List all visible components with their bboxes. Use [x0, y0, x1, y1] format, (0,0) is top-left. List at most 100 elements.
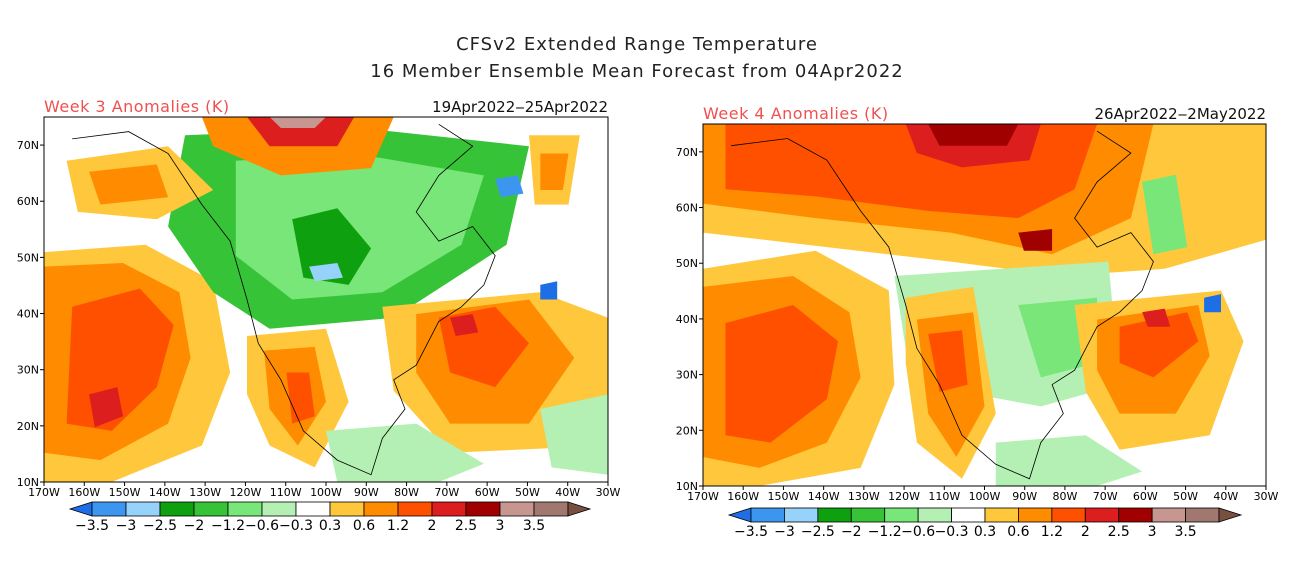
- lat-tick-label: 40N: [17, 308, 39, 321]
- colorbar-label: 2: [1081, 524, 1090, 540]
- anomaly-contour: [292, 208, 372, 285]
- colorbar-label: 3: [496, 518, 505, 534]
- colorbar-label: 2.5: [1108, 524, 1130, 540]
- panel-title: Week 4 Anomalies (K): [703, 104, 889, 123]
- latitude-ticks: 10N 20N 30N 40N 50N 60N 70N: [17, 139, 44, 489]
- colorbar-label: −3.5: [734, 524, 768, 540]
- colorbar-segment: [431, 501, 467, 517]
- colorbar-label: −3.5: [75, 518, 109, 534]
- colorbar-label: −0.6: [245, 518, 279, 534]
- colorbar-label: 1.2: [1041, 524, 1063, 540]
- panel-date-range: 26Apr2022‒2May2022: [1095, 105, 1266, 123]
- anomaly-contour: [309, 263, 343, 282]
- panel-date-range: 19Apr2022‒25Apr2022: [432, 98, 608, 116]
- anomaly-contour: [928, 124, 1019, 146]
- anomaly-contour: [1018, 229, 1053, 251]
- lon-tick-label: 120W: [229, 486, 261, 499]
- colorbar-segment: [397, 501, 433, 517]
- colorbar-segment: [499, 501, 535, 517]
- colorbar-label: 0.6: [353, 518, 375, 534]
- anomaly-contour: [269, 117, 326, 128]
- colorbar-segment: [1151, 507, 1186, 523]
- lat-tick-label: 70N: [17, 139, 39, 152]
- colorbar-max-arrow: [567, 501, 592, 517]
- panel-week4: Week 4 Anomalies (K) 26Apr2022‒2May2022 …: [676, 104, 1279, 540]
- lon-tick-label: 30W: [1254, 490, 1279, 503]
- lon-tick-label: 90W: [1012, 490, 1037, 503]
- colorbar-segment: [917, 507, 952, 523]
- colorbar-label: −2: [184, 518, 205, 534]
- lat-tick-label: 60N: [676, 202, 698, 215]
- panel-title: Week 3 Anomalies (K): [44, 97, 230, 116]
- lat-tick-label: 30N: [676, 369, 698, 382]
- lon-tick-label: 110W: [928, 490, 960, 503]
- colorbar-segment: [465, 501, 501, 517]
- colorbar-segment: [1118, 507, 1153, 523]
- colorbar-segment: [295, 501, 331, 517]
- colorbar-segment: [1018, 507, 1053, 523]
- lon-tick-label: 80W: [1052, 490, 1077, 503]
- colorbar-max-arrow: [1218, 507, 1243, 523]
- colorbar-label: −1.2: [868, 524, 902, 540]
- lon-tick-label: 50W: [515, 486, 540, 499]
- colorbar-segment: [784, 507, 819, 523]
- lon-tick-label: 130W: [189, 486, 221, 499]
- colorbar-label: −2: [841, 524, 862, 540]
- coastline: [72, 123, 496, 476]
- colorbar-segment: [125, 501, 161, 517]
- lat-tick-label: 30N: [17, 364, 39, 377]
- anomaly-contour: [326, 423, 484, 482]
- colorbar-segment: [1084, 507, 1120, 523]
- anomaly-contour: [247, 117, 355, 147]
- lon-tick-label: 100W: [969, 490, 1001, 503]
- colorbar-segment: [159, 501, 195, 517]
- anomaly-contour: [1175, 138, 1255, 204]
- colorbar-segment: [951, 507, 986, 523]
- lon-tick-label: 170W: [687, 490, 719, 503]
- anomaly-contour: [1204, 294, 1221, 313]
- anomaly-contour: [540, 281, 558, 300]
- colorbar-segment: [750, 507, 785, 523]
- colorbar-segment: [193, 501, 229, 517]
- colorbar-segment: [227, 501, 263, 517]
- colorbar-label: 1.2: [387, 518, 409, 534]
- lon-tick-label: 70W: [434, 486, 459, 499]
- colorbar-segment: [1051, 507, 1086, 523]
- lon-tick-label: 50W: [1173, 490, 1198, 503]
- colorbar-label: 3.5: [1174, 524, 1196, 540]
- anomaly-contour: [235, 153, 484, 300]
- colorbar-label: −0.3: [935, 524, 969, 540]
- colorbar-segment: [533, 501, 569, 517]
- panel-week3: Week 3 Anomalies (K) 19Apr2022‒25Apr2022…: [17, 97, 621, 534]
- anomaly-contour: [995, 435, 1143, 486]
- lat-tick-label: 10N: [676, 480, 698, 493]
- anomaly-contour: [1119, 312, 1199, 378]
- lon-tick-label: 40W: [555, 486, 580, 499]
- colorbar-label: −3: [116, 518, 137, 534]
- lon-tick-label: 160W: [727, 490, 759, 503]
- colorbar-segment: [984, 507, 1019, 523]
- lon-tick-label: 90W: [354, 486, 379, 499]
- lon-tick-label: 110W: [270, 486, 302, 499]
- lon-tick-label: 150W: [767, 490, 799, 503]
- lon-tick-label: 150W: [109, 486, 141, 499]
- lon-tick-label: 170W: [28, 486, 60, 499]
- lon-tick-label: 120W: [888, 490, 920, 503]
- colorbar-label: −2.5: [801, 524, 835, 540]
- lon-tick-label: 40W: [1213, 490, 1238, 503]
- anomaly-contour: [1142, 174, 1188, 255]
- lat-tick-label: 50N: [676, 257, 698, 270]
- latitude-ticks: 10N 20N 30N 40N 50N 60N 70N: [676, 146, 703, 493]
- anomaly-contour: [89, 387, 123, 428]
- longitude-ticks: 170W 160W 150W 140W 130W 120W 110W 100W 90W 80W 70…: [28, 482, 621, 499]
- colorbar-segment: [884, 507, 919, 523]
- colorbar-label: 2: [428, 518, 437, 534]
- colorbar-min-arrow: [68, 501, 93, 517]
- colorbar-segment: [850, 507, 886, 523]
- lon-tick-label: 160W: [68, 486, 100, 499]
- anomaly-contour: [286, 372, 315, 424]
- anomaly-contour: [928, 330, 968, 392]
- lon-tick-label: 100W: [310, 486, 342, 499]
- colorbar: −3.5 −3 −2.5 −2 −1.2 −0.6 −0.3 0.3 0.6 1.2 2 2.5 3 3.…: [727, 507, 1243, 540]
- figure-title-line2: 16 Member Ensemble Mean Forecast from 04…: [370, 61, 904, 82]
